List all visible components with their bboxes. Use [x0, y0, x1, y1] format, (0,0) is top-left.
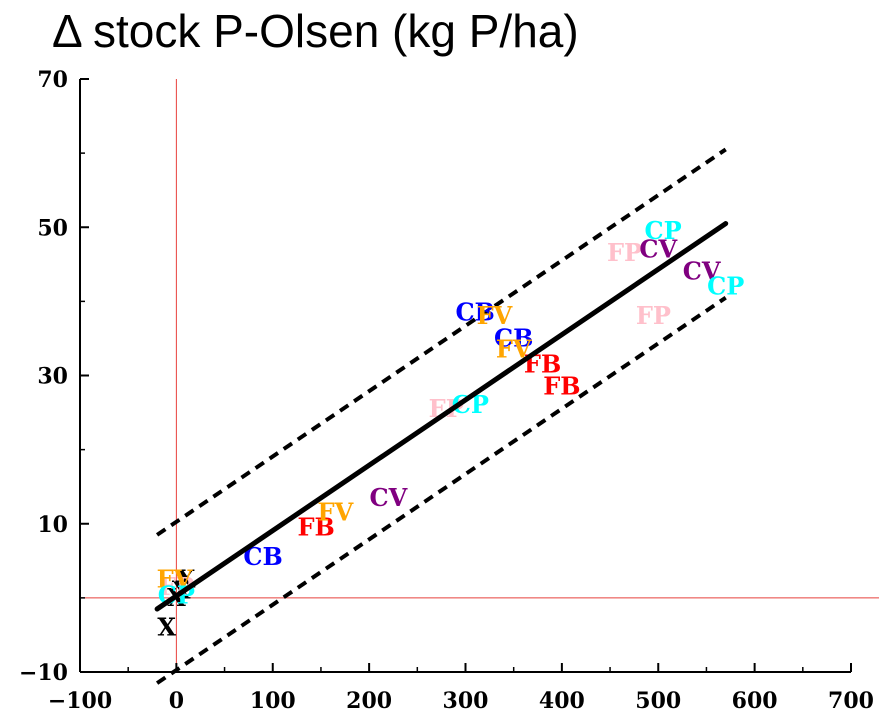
- x-tick-label: 500: [635, 688, 681, 714]
- confidence-band-lines: [155, 147, 727, 685]
- x-tick-label: −100: [48, 688, 112, 714]
- upper-band-line: [155, 147, 727, 537]
- x-tick-label: 100: [250, 688, 296, 714]
- data-point-cb: CB: [455, 297, 494, 326]
- lower-band-line: [155, 296, 727, 685]
- x-tick-label: 600: [732, 688, 778, 714]
- data-point-fb: FB: [297, 512, 334, 541]
- data-point-fv: FV: [477, 301, 513, 330]
- x-tick-label: 400: [539, 688, 585, 714]
- regression-line: [154, 221, 729, 612]
- x-tick-label: 200: [346, 688, 392, 714]
- data-point-cp: CP: [644, 216, 681, 245]
- x-tick-label: 700: [828, 688, 874, 714]
- data-point-fb: FB: [543, 372, 580, 401]
- chart-title: Δ stock P-Olsen (kg P/ha): [52, 5, 579, 57]
- data-point-cb: CB: [494, 323, 533, 352]
- y-tick-label: 10: [37, 512, 68, 538]
- x-tick-label: 0: [169, 688, 184, 714]
- data-point-cp: CP: [707, 272, 744, 301]
- reference-lines: [80, 79, 879, 672]
- data-point-cv: CV: [370, 483, 408, 512]
- data-point-fv: FV: [318, 498, 354, 527]
- data-point-x: X: [157, 613, 176, 642]
- data-points: XXXXFPFVCPCBFBFVCVFPCPCBFVCBFVFBFBFPCPCV…: [157, 216, 745, 642]
- y-tick-label: 70: [37, 67, 68, 93]
- x-tick-label: 300: [443, 688, 489, 714]
- y-tick-label: 50: [37, 215, 68, 241]
- data-point-cv: CV: [683, 257, 721, 286]
- data-point-fp: FP: [636, 301, 671, 330]
- data-point-fp: FP: [607, 238, 642, 267]
- y-tick-label: 30: [37, 364, 68, 390]
- y-tick-label: −10: [19, 660, 68, 686]
- regression-line-layer: [154, 221, 729, 612]
- axes: −100 0 100 200 300 400 500 600 700 −10 10 30 50 70: [19, 67, 874, 714]
